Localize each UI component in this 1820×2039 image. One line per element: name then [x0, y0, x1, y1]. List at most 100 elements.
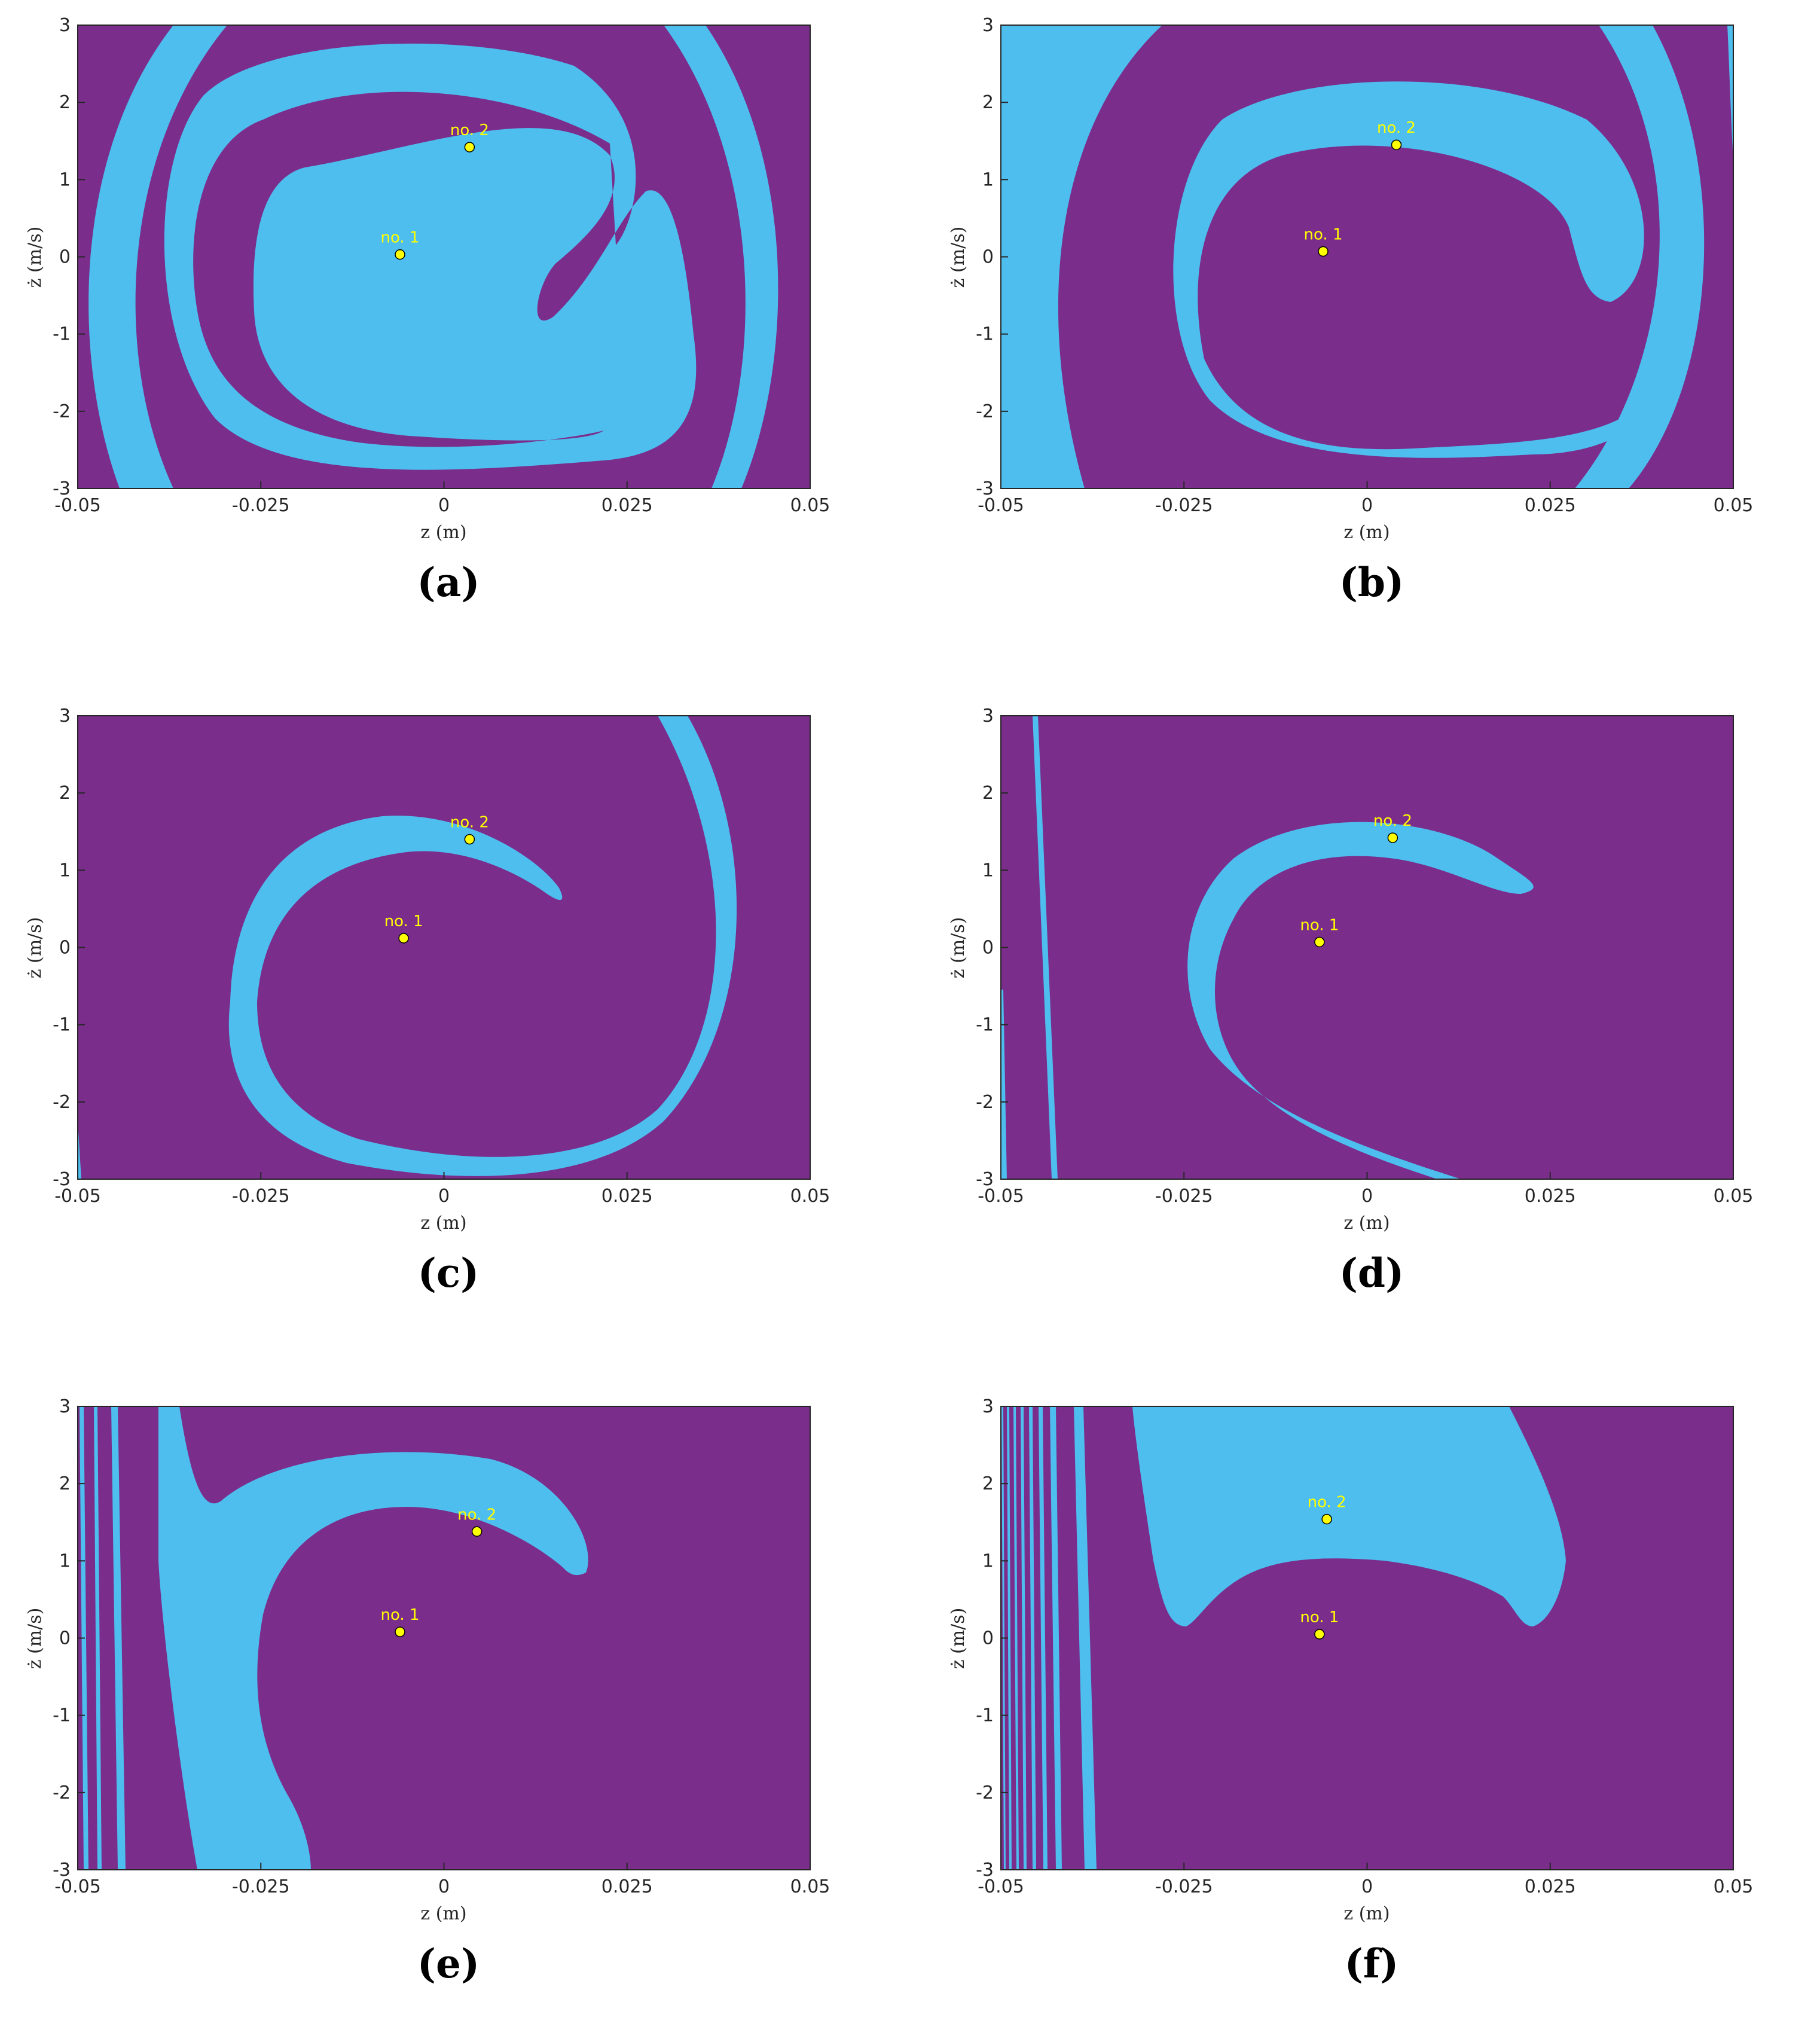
point-label: no. 2: [450, 814, 489, 832]
y-tick-label: 0: [59, 247, 71, 268]
x-tick-label: -0.05: [54, 1876, 101, 1897]
y-axis-ticks: -3 -2 -1 0 1 2 3: [976, 1396, 1008, 1881]
point-label: no. 2: [450, 121, 489, 139]
panel-f: -0.05 -0.025 0 0.025 0.05 -3 -2 -1 0 1 2 3 no. 1 no…: [923, 1381, 1820, 2039]
caption-c: (c): [417, 1250, 480, 1296]
y-axis-label: ż (m/s): [948, 227, 969, 288]
x-axis-label: z (m): [1343, 522, 1390, 543]
y-axis-ticks: -3 -2 -1 0 1 2 3: [53, 706, 85, 1190]
x-tick-label: 0.05: [790, 495, 830, 516]
point-marker: [1321, 1513, 1332, 1525]
point-marker: [398, 933, 409, 944]
data-points: no. 1 no. 2: [1304, 119, 1416, 257]
point-label: no. 1: [381, 1606, 420, 1624]
y-axis-label: ż (m/s): [948, 1608, 969, 1669]
x-tick-label: -0.025: [1155, 1876, 1213, 1897]
point-marker: [1314, 1629, 1325, 1640]
x-tick-label: -0.05: [978, 1876, 1024, 1897]
point-marker: [395, 1626, 405, 1637]
x-axis-ticks: -0.05 -0.025 0 0.025 0.05: [54, 1172, 830, 1207]
x-tick-label: -0.025: [232, 1186, 290, 1207]
point-marker: [1387, 832, 1398, 843]
x-tick-label: 0: [438, 1186, 450, 1207]
y-tick-label: 2: [59, 1473, 71, 1494]
basin-stripe: [1013, 1406, 1019, 1870]
point-label: no. 1: [1300, 1608, 1339, 1626]
x-tick-label: 0.05: [790, 1186, 830, 1207]
panel-c: -0.05 -0.025 0 0.025 0.05 -3 -2 -1 0 1 2 3 no. 1 no…: [0, 691, 897, 1348]
y-tick-label: 2: [982, 783, 994, 804]
basin-outer-band: [1001, 25, 1162, 489]
caption-a: (a): [417, 559, 480, 606]
y-tick-label: 2: [59, 783, 71, 804]
x-tick-label: 0.025: [1525, 1186, 1576, 1207]
y-tick-label: -3: [53, 478, 71, 499]
panel-e: -0.05 -0.025 0 0.025 0.05 -3 -2 -1 0 1 2 3 no. 1 no…: [0, 1381, 897, 2039]
plot-background: [1001, 716, 1733, 1179]
x-axis-label: z (m): [1343, 1903, 1390, 1924]
y-tick-label: -1: [976, 1705, 994, 1726]
caption-e: (e): [417, 1940, 480, 1987]
y-axis-label: ż (m/s): [25, 227, 45, 288]
x-axis-ticks: -0.05 -0.025 0 0.025 0.05: [54, 1863, 830, 1897]
x-axis-label: z (m): [420, 1213, 466, 1234]
x-tick-label: 0: [1361, 1876, 1373, 1897]
basin-outer-band: [88, 25, 778, 489]
point-label: no. 2: [1373, 812, 1412, 830]
point-label: no. 1: [384, 912, 423, 930]
y-tick-label: -3: [976, 1860, 994, 1881]
basin-edge-sliver: [1727, 25, 1733, 161]
point-marker: [464, 834, 475, 845]
basin-stripe: [1039, 1406, 1048, 1870]
basin-stripe: [1074, 1406, 1097, 1870]
basin-spiral-arm: [164, 43, 697, 470]
y-tick-label: -2: [976, 1092, 994, 1113]
y-tick-label: 2: [59, 92, 71, 113]
panel-a: -0.05 -0.025 0 0.025 0.05 -3 -2 -1 0 1 2 3 no. 1 no…: [0, 0, 897, 658]
y-tick-label: 1: [982, 169, 994, 190]
y-tick-label: -3: [976, 478, 994, 499]
y-axis-ticks: -3 -2 -1 0 1 2 3: [53, 1396, 85, 1881]
y-tick-label: -3: [53, 1169, 71, 1190]
x-axis-label: z (m): [1343, 1213, 1390, 1234]
x-axis-label: z (m): [420, 522, 466, 543]
y-axis-ticks: -3 -2 -1 0 1 2 3: [53, 15, 85, 499]
data-points: no. 1 no. 2: [1300, 1494, 1346, 1640]
x-tick-label: 0: [438, 495, 450, 516]
point-label: no. 2: [1377, 119, 1416, 137]
x-tick-label: 0.05: [1714, 1876, 1754, 1897]
x-tick-label: -0.05: [54, 1186, 101, 1207]
y-axis-label: ż (m/s): [25, 917, 45, 979]
y-axis-ticks: -3 -2 -1 0 1 2 3: [976, 706, 1008, 1190]
basin-stripe: [1033, 716, 1058, 1179]
x-tick-label: -0.05: [978, 495, 1024, 516]
x-axis-ticks: -0.05 -0.025 0 0.025 0.05: [54, 481, 830, 516]
x-tick-label: -0.05: [978, 1186, 1024, 1207]
x-tick-label: 0.025: [1525, 495, 1576, 516]
y-tick-label: 3: [982, 1396, 994, 1417]
y-tick-label: -2: [53, 401, 71, 422]
panel-d: -0.05 -0.025 0 0.025 0.05 -3 -2 -1 0 1 2 3 no. 1 no…: [923, 691, 1820, 1348]
basin-outer-arc: [1575, 25, 1705, 489]
x-tick-label: 0.025: [1525, 1876, 1576, 1897]
x-tick-label: -0.05: [54, 495, 101, 516]
y-tick-label: -3: [976, 1169, 994, 1190]
x-axis-label: z (m): [420, 1903, 466, 1924]
y-tick-label: 1: [59, 860, 71, 881]
basin-stripe: [1021, 1406, 1027, 1870]
point-marker: [1318, 246, 1329, 257]
y-tick-label: 3: [59, 15, 71, 36]
y-tick-label: -1: [53, 1015, 71, 1036]
y-tick-label: 1: [982, 1550, 994, 1571]
y-tick-label: 0: [59, 1628, 71, 1649]
y-tick-label: 2: [982, 92, 994, 113]
plot-background: [78, 716, 810, 1179]
x-tick-label: 0: [1361, 495, 1373, 516]
data-points: no. 1 no. 2: [1300, 812, 1412, 948]
x-axis-ticks: -0.05 -0.025 0 0.025 0.05: [978, 481, 1753, 516]
basin-stripe: [1050, 1406, 1062, 1870]
x-tick-label: 0.05: [790, 1876, 830, 1897]
y-tick-label: -2: [53, 1782, 71, 1803]
